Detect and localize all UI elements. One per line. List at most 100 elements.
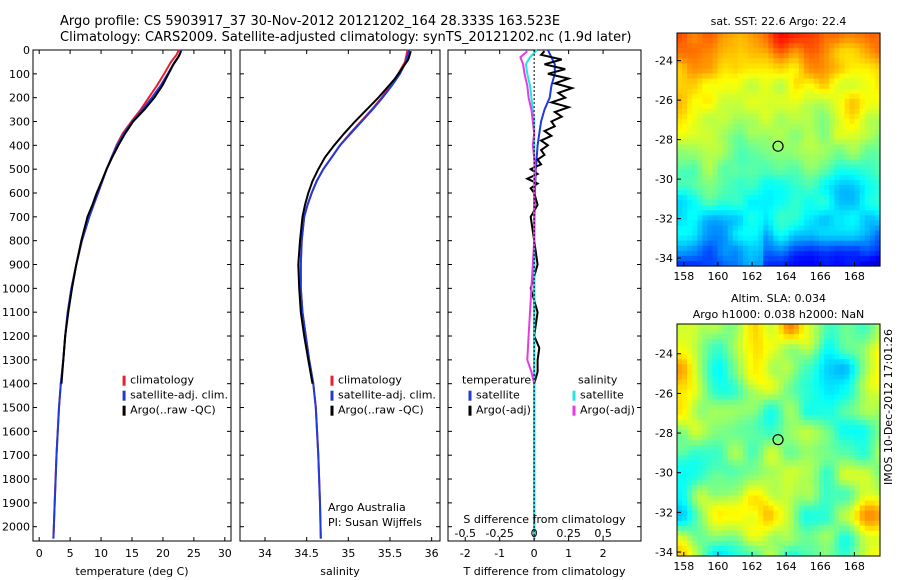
heatmap-cell: [717, 235, 724, 242]
heatmap-cell: [742, 445, 749, 451]
heatmap-cell: [692, 394, 698, 401]
heatmap-cell: [874, 149, 881, 156]
heatmap-cell: [869, 225, 876, 232]
heatmap-cell: [798, 179, 805, 186]
heatmap-cell: [748, 364, 754, 370]
heatmap-cell: [829, 490, 835, 497]
heatmap-cell: [808, 495, 815, 502]
heatmap-cell: [803, 215, 810, 222]
heatmap-cell: [677, 179, 683, 186]
heatmap-cell: [677, 108, 683, 115]
heatmap-cell: [697, 475, 703, 481]
heatmap-cell: [849, 404, 856, 411]
heatmap-cell: [849, 134, 856, 140]
heatmap-cell: [783, 445, 790, 451]
heatmap-cell: [849, 344, 856, 350]
heatmap-cell: [722, 374, 729, 381]
heatmap-cell: [814, 220, 820, 227]
heatmap-cell: [768, 339, 775, 345]
heatmap-cell: [687, 205, 693, 211]
heatmap-cell: [677, 480, 683, 486]
heatmap-cell: [748, 389, 754, 396]
heatmap-cell: [854, 404, 861, 411]
heatmap-cell: [859, 460, 866, 466]
heatmap-cell: [864, 33, 871, 39]
heatmap-cell: [829, 450, 835, 456]
heatmap-cell: [737, 374, 744, 381]
heatmap-cell: [859, 190, 866, 196]
heatmap-cell: [692, 139, 698, 146]
heatmap-cell: [677, 205, 683, 211]
heatmap-cell: [692, 450, 698, 456]
heatmap-cell: [748, 93, 754, 100]
heatmap-cell: [682, 260, 688, 267]
heatmap-cell: [803, 409, 810, 416]
heatmap-cell: [727, 344, 734, 350]
heatmap-cell: [788, 235, 795, 242]
heatmap-cell: [814, 550, 820, 557]
y-tick-label: 1200: [2, 330, 30, 343]
heatmap-cell: [783, 139, 790, 146]
heatmap-cell: [783, 114, 790, 120]
heatmap-cell: [727, 450, 734, 456]
heatmap-cell: [748, 480, 754, 486]
heatmap-cell: [763, 424, 769, 431]
heatmap-cell: [864, 255, 871, 262]
heatmap-cell: [732, 215, 739, 222]
heatmap-cell: [864, 485, 871, 492]
heatmap-cell: [773, 485, 780, 492]
heatmap-cell: [702, 510, 709, 517]
heatmap-cell: [702, 434, 709, 441]
heatmap-cell: [717, 429, 724, 436]
heatmap-cell: [854, 260, 861, 267]
heatmap-cell: [717, 500, 724, 507]
heatmap-cell: [707, 455, 714, 461]
heatmap-cell: [808, 235, 815, 242]
heatmap-cell: [732, 83, 739, 90]
heatmap-cell: [834, 495, 840, 502]
heatmap-cell: [722, 414, 729, 421]
heatmap-cell: [737, 450, 744, 456]
heatmap-cell: [849, 240, 856, 247]
heatmap-cell: [874, 98, 881, 105]
heatmap-cell: [819, 245, 825, 252]
heatmap-cell: [763, 225, 769, 232]
heatmap-cell: [839, 43, 846, 49]
heatmap-cell: [717, 225, 724, 232]
heatmap-cell: [727, 250, 734, 257]
heatmap-cell: [824, 154, 830, 161]
heatmap-cell: [854, 250, 861, 257]
heatmap-cell: [722, 535, 729, 542]
heatmap-cell: [798, 220, 805, 227]
heatmap-cell: [682, 419, 688, 426]
heatmap-cell: [859, 329, 866, 335]
heatmap-cell: [834, 144, 840, 151]
heatmap-cell: [839, 98, 846, 105]
heatmap-cell: [768, 83, 775, 90]
heatmap-cell: [859, 68, 866, 75]
heatmap-cell: [692, 225, 698, 232]
heatmap-cell: [834, 515, 840, 522]
heatmap-cell: [824, 98, 830, 105]
heatmap-cell: [788, 210, 795, 216]
heatmap-cell: [839, 230, 846, 237]
heatmap-cell: [712, 394, 719, 401]
heatmap-cell: [692, 429, 698, 436]
heatmap-cell: [793, 215, 800, 222]
heatmap-cell: [839, 260, 846, 267]
heatmap-cell: [834, 520, 840, 527]
heatmap-cell: [854, 450, 861, 456]
heatmap-cell: [732, 169, 739, 176]
heatmap-cell: [763, 485, 769, 492]
heatmap-cell: [687, 520, 693, 527]
heatmap-cell: [707, 190, 714, 196]
heatmap-cell: [783, 149, 790, 156]
heatmap-cell: [692, 540, 698, 547]
heatmap-cell: [722, 369, 729, 376]
heatmap-cell: [869, 389, 876, 396]
heatmap-cell: [687, 485, 693, 492]
heatmap-cell: [798, 450, 805, 456]
heatmap-cell: [732, 545, 739, 552]
heatmap-cell: [849, 78, 856, 85]
heatmap-cell: [707, 540, 714, 547]
